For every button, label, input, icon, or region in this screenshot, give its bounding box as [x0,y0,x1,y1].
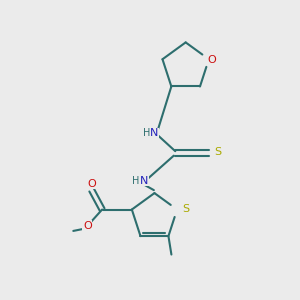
Text: H: H [143,128,150,138]
Text: N: N [140,176,148,186]
Text: O: O [83,221,92,231]
Text: H: H [132,176,140,186]
Text: S: S [214,147,221,158]
Text: N: N [150,128,159,138]
Text: O: O [87,179,96,189]
Text: S: S [182,204,189,214]
Text: O: O [207,55,216,65]
